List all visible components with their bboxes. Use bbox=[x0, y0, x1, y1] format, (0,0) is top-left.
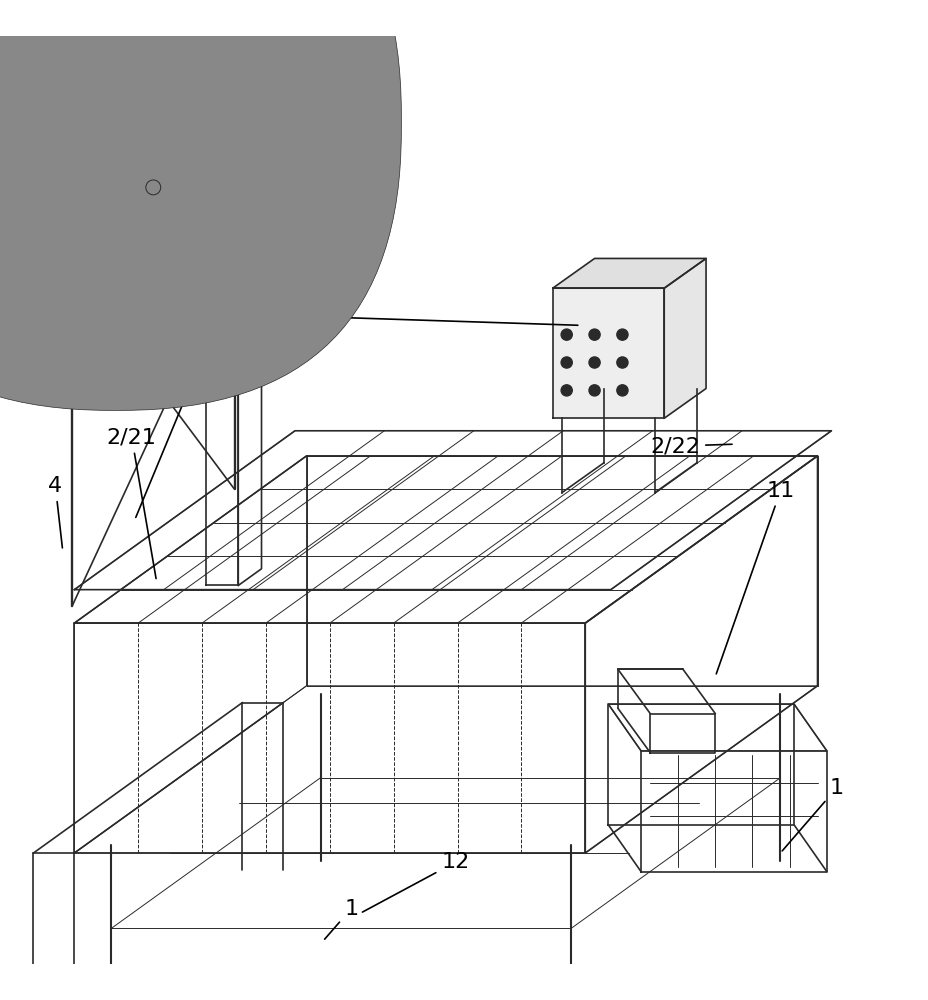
Bar bbox=[84, 110, 104, 136]
Text: 211: 211 bbox=[135, 369, 214, 517]
Text: 4: 4 bbox=[48, 476, 62, 548]
Circle shape bbox=[588, 385, 599, 396]
Circle shape bbox=[561, 357, 572, 368]
Text: 2/21: 2/21 bbox=[107, 428, 157, 579]
Circle shape bbox=[588, 357, 599, 368]
Circle shape bbox=[561, 385, 572, 396]
Polygon shape bbox=[552, 288, 664, 418]
Text: 33/331: 33/331 bbox=[200, 304, 577, 325]
Polygon shape bbox=[60, 67, 227, 364]
Circle shape bbox=[616, 329, 627, 340]
Polygon shape bbox=[552, 258, 705, 288]
Circle shape bbox=[561, 329, 572, 340]
Text: 1: 1 bbox=[324, 899, 358, 939]
Text: 1: 1 bbox=[781, 778, 843, 851]
Circle shape bbox=[616, 357, 627, 368]
FancyBboxPatch shape bbox=[0, 0, 401, 410]
Polygon shape bbox=[60, 20, 292, 67]
Circle shape bbox=[616, 385, 627, 396]
Text: 11: 11 bbox=[715, 481, 793, 674]
Polygon shape bbox=[664, 258, 705, 418]
Polygon shape bbox=[227, 20, 292, 364]
Bar bbox=[79, 104, 130, 141]
Circle shape bbox=[588, 329, 599, 340]
Text: 3/31: 3/31 bbox=[234, 63, 368, 108]
Text: 12: 12 bbox=[362, 852, 469, 912]
Text: 2/22: 2/22 bbox=[650, 436, 731, 456]
